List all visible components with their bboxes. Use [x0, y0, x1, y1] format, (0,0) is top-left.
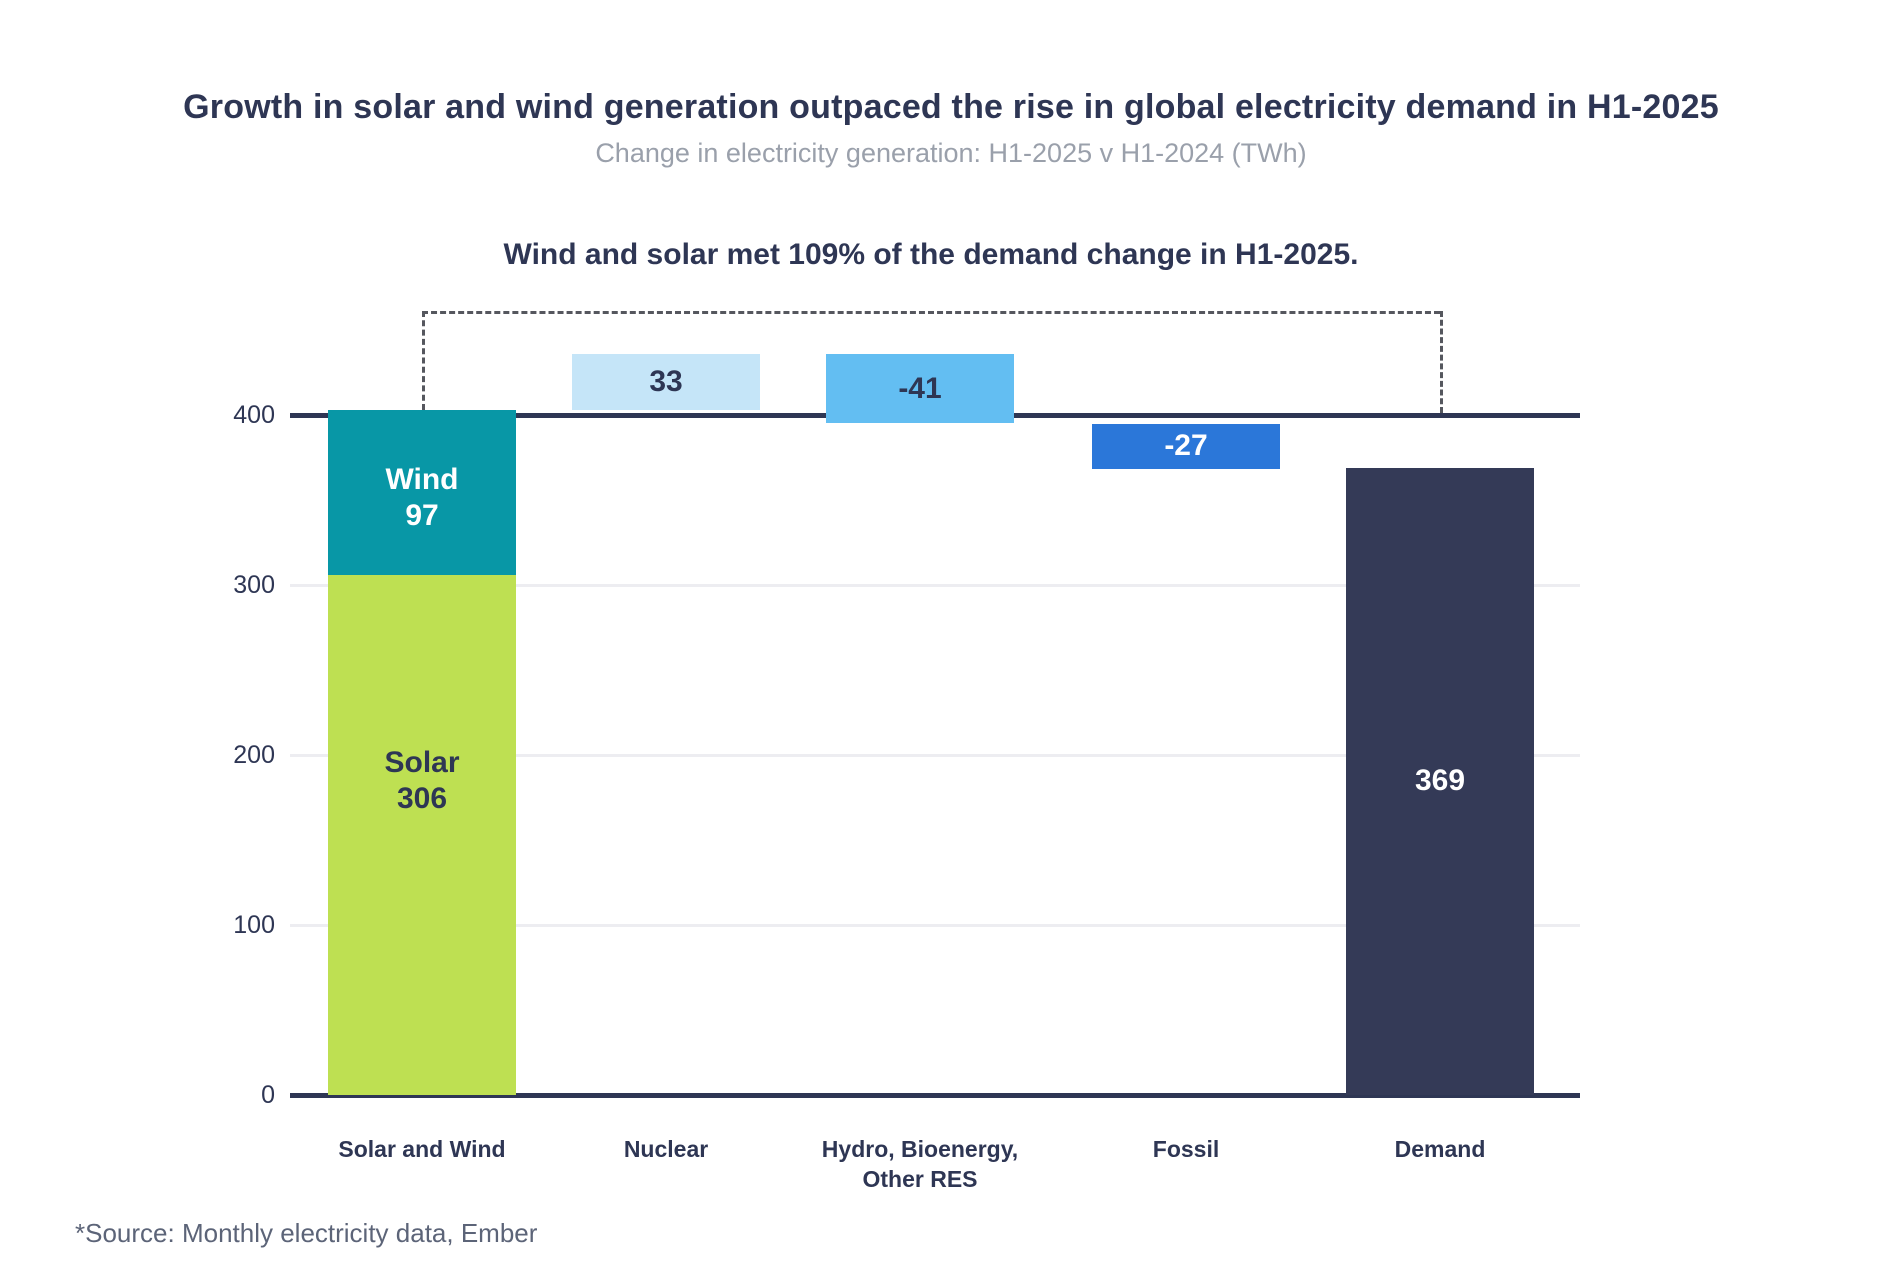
bracket-dash-top	[422, 311, 1440, 314]
y-tick-label-100: 100	[233, 911, 275, 939]
y-tick-label-400: 400	[233, 401, 275, 429]
annotation-text: Wind and solar met 109% of the demand ch…	[503, 238, 1359, 271]
y-tick-label-200: 200	[233, 741, 275, 769]
gridline-100	[290, 923, 1580, 927]
segment-label-solar: Solar 306	[384, 745, 460, 815]
category-label-hydro-bioenergy-other-res: Hydro, Bioenergy, Other RES	[821, 1136, 1019, 1192]
bar-demand: 369	[1346, 467, 1534, 1095]
segment-wind	[328, 409, 516, 575]
segment-label-wind: Wind 97	[385, 463, 459, 533]
x-axis-line	[290, 1092, 1580, 1098]
bar-fossil: -27	[1092, 423, 1280, 470]
category-label-demand: Demand	[1394, 1136, 1486, 1162]
gridline-300	[290, 583, 1580, 587]
bar-nuclear: 33	[572, 353, 760, 410]
source-note: *Source: Monthly electricity data, Ember	[75, 1218, 538, 1248]
segment-solar	[328, 574, 516, 1095]
gridline-200	[290, 753, 1580, 757]
bar-hydro-bioenergy-other-res: -41	[826, 353, 1014, 424]
chart-title: Growth in solar and wind generation outp…	[183, 88, 1719, 126]
y-tick-label-0: 0	[261, 1081, 275, 1109]
y-tick-label-300: 300	[233, 571, 275, 599]
category-label-solar-and-wind: Solar and Wind	[338, 1136, 506, 1162]
chart-subtitle: Change in electricity generation: H1-202…	[595, 138, 1307, 168]
category-label-nuclear: Nuclear	[623, 1136, 709, 1162]
bracket-dash-left	[422, 311, 425, 410]
bracket-dash-right	[1440, 311, 1443, 413]
category-label-fossil: Fossil	[1152, 1136, 1220, 1162]
